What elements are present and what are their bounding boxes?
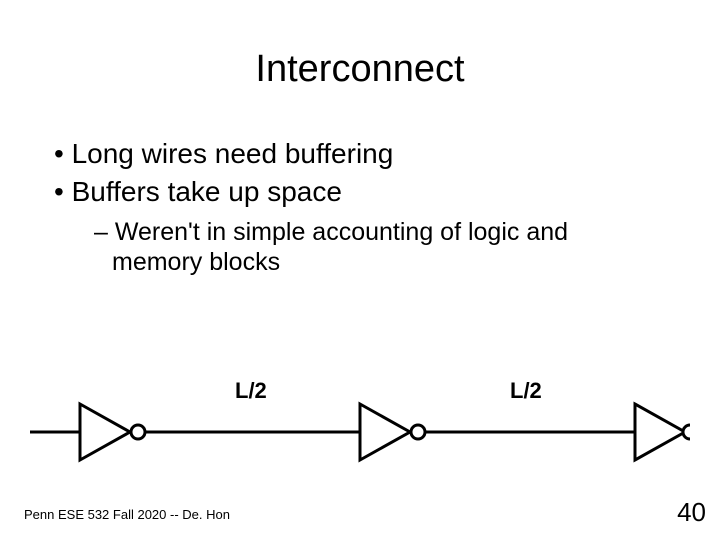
slide-container: Interconnect Long wires need buffering B… [0, 0, 720, 540]
bullet-list: Long wires need buffering Buffers take u… [54, 138, 654, 277]
bullet-item-2: Buffers take up space [54, 176, 654, 208]
svg-text:L/2: L/2 [510, 378, 542, 403]
svg-text:L/2: L/2 [235, 378, 267, 403]
buffer-chain-diagram: L/2 L/2 [30, 370, 690, 470]
sub-bullet-1: Weren't in simple accounting of logic an… [94, 218, 654, 277]
page-number: 40 [677, 497, 706, 528]
footer-text: Penn ESE 532 Fall 2020 -- De. Hon [24, 507, 230, 522]
bullet-item-1: Long wires need buffering [54, 138, 654, 170]
slide-title: Interconnect [0, 48, 720, 91]
